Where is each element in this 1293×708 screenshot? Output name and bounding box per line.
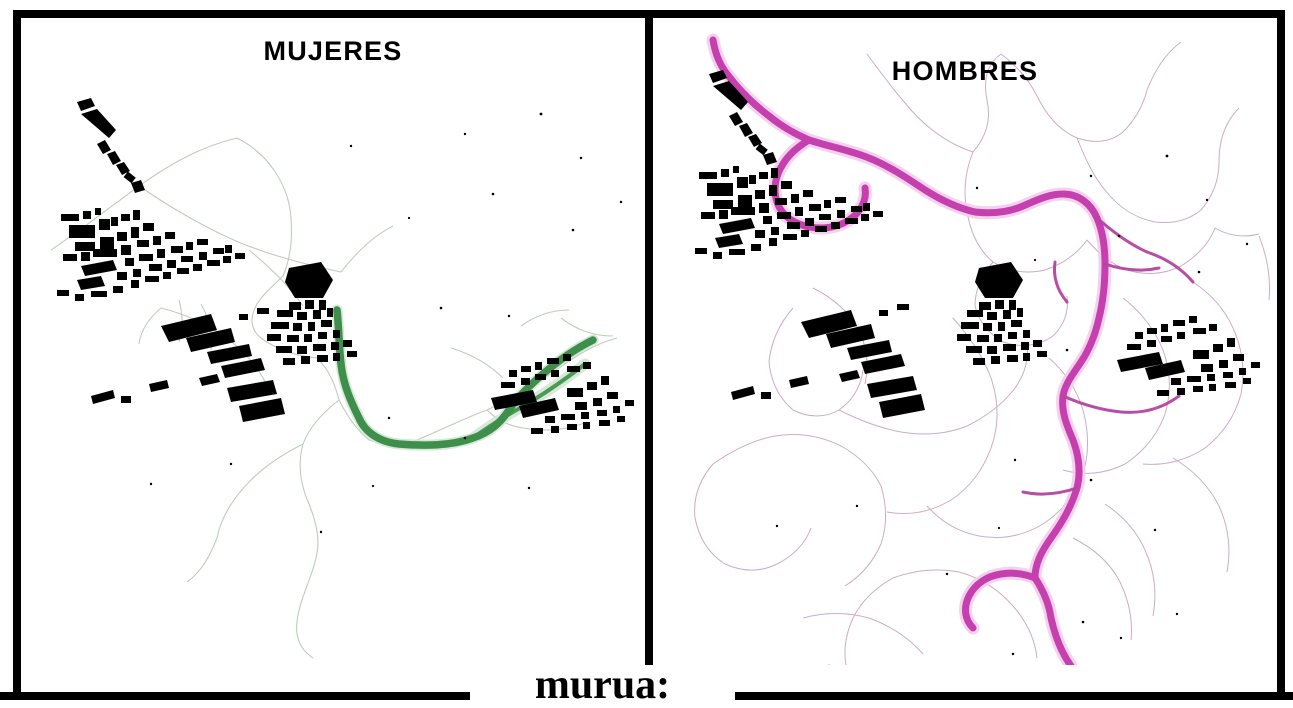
route-mujeres — [333, 306, 597, 449]
panel-divider — [645, 10, 653, 665]
signature-text: murua: — [534, 662, 671, 708]
route-branch-mujeres — [471, 362, 587, 440]
buildings-mujeres — [57, 98, 634, 534]
frame-rule-bottom-right — [735, 692, 1293, 700]
network-lines-hombres — [694, 41, 1270, 665]
map-hombres — [694, 33, 1270, 665]
frame-rule-right — [1277, 10, 1285, 700]
route-halo-mujeres — [331, 304, 599, 451]
panel-hombres: HOMBRES — [653, 18, 1277, 665]
signature-block: murua: — [470, 650, 735, 708]
panel-title-hombres: HOMBRES — [891, 56, 1039, 86]
panel-mujeres: MUJERES — [21, 18, 645, 665]
frame-rule-bottom-left — [0, 692, 470, 700]
frame-rule-left — [13, 10, 21, 700]
buildings-hombres — [695, 70, 1260, 665]
route-feeders-hombres — [1021, 216, 1195, 496]
map-mujeres — [50, 98, 634, 659]
panel-title-mujeres: MUJERES — [263, 36, 403, 66]
